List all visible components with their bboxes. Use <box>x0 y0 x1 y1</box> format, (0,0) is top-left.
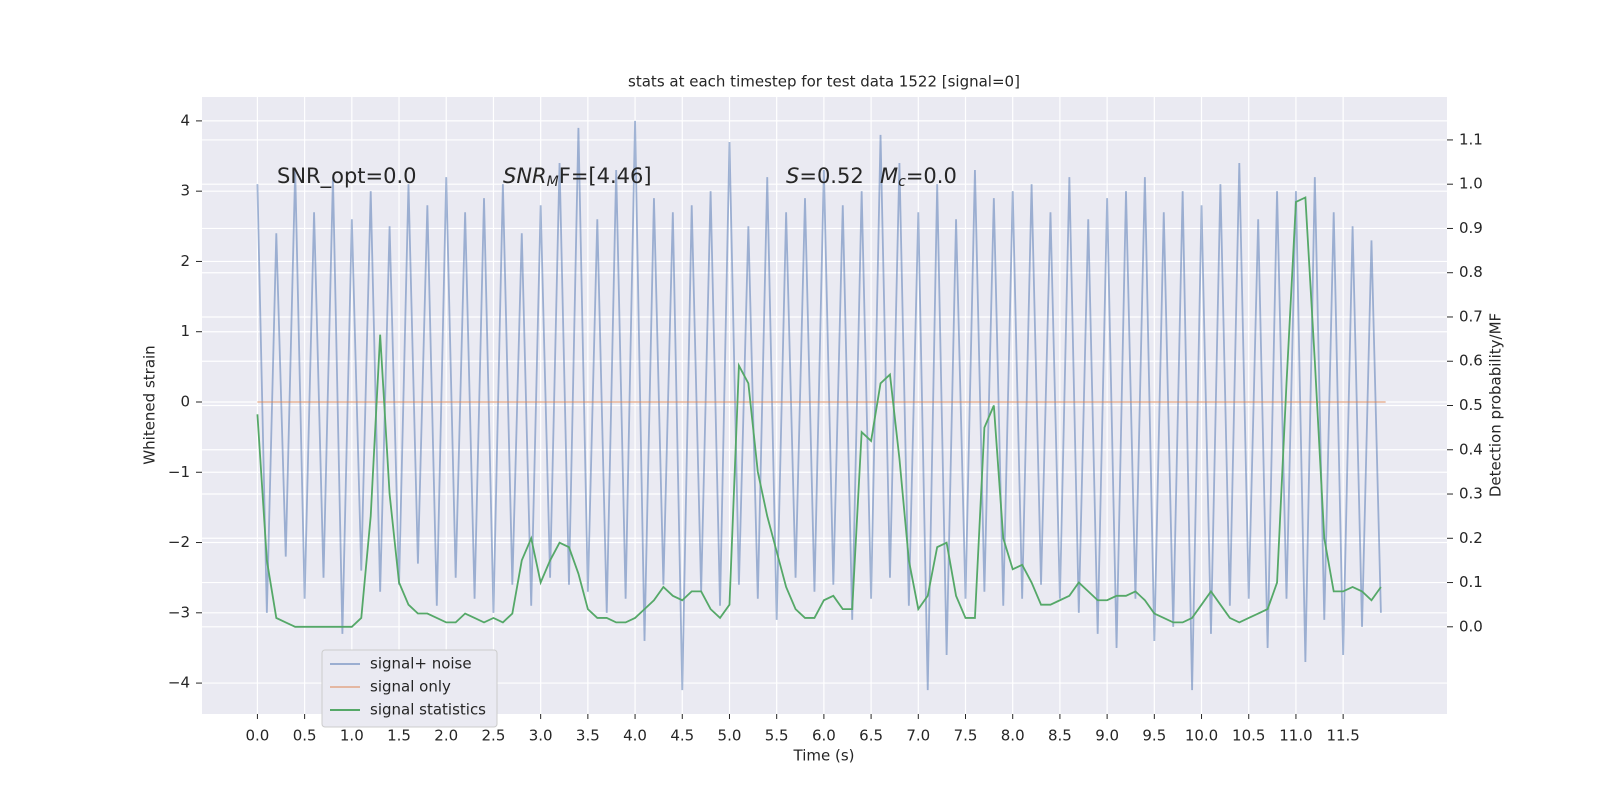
annotation-part: S <box>786 164 799 188</box>
x-tick-label: 6.0 <box>812 727 836 745</box>
x-tick-label: 8.0 <box>1001 727 1025 745</box>
x-tick-label: 3.0 <box>529 727 553 745</box>
x-tick-label: 11.0 <box>1279 727 1312 745</box>
y2-tick-label: 1.1 <box>1459 130 1483 148</box>
x-tick-label: 6.5 <box>859 727 883 745</box>
x-axis-label: Time (s) <box>793 747 855 765</box>
annotation-part: SNR <box>503 164 547 188</box>
annotation-part: F=[4.46] <box>559 164 652 188</box>
x-tick-label: 9.0 <box>1095 727 1119 745</box>
chart-title: stats at each timestep for test data 152… <box>628 73 1020 91</box>
x-tick-label: 0.0 <box>245 727 269 745</box>
y2-tick-label: 0.5 <box>1459 396 1483 414</box>
legend-label: signal statistics <box>370 701 486 719</box>
x-tick-label: 2.0 <box>434 727 458 745</box>
x-tick-label: 9.5 <box>1142 727 1166 745</box>
y-tick-label: 1 <box>180 322 190 340</box>
annotation: Mc=0.0 <box>880 164 957 190</box>
annotation-part: =0.52 <box>799 164 863 188</box>
x-tick-label: 10.5 <box>1232 727 1265 745</box>
series-line <box>256 196 1382 628</box>
y2-axis-label: Detection probability/MF <box>1487 313 1505 497</box>
y-tick-label: 2 <box>180 252 190 270</box>
x-tick-label: 10.0 <box>1185 727 1218 745</box>
x-tick-label: 8.5 <box>1048 727 1072 745</box>
annotation-part: M <box>547 174 559 190</box>
annotation: S=0.52 <box>786 164 864 188</box>
y2-tick-label: 0.6 <box>1459 352 1483 370</box>
y2-tick-label: 0.2 <box>1459 529 1483 547</box>
annotation-part: SNR_opt=0.0 <box>277 164 417 189</box>
y2-tick-label: 0.0 <box>1459 617 1483 635</box>
x-tick-label: 5.5 <box>765 727 789 745</box>
annotation-part: M <box>880 164 898 188</box>
y-tick-label: 3 <box>180 182 190 200</box>
y-tick-label: 4 <box>180 111 190 129</box>
legend-label: signal only <box>370 678 451 696</box>
x-tick-label: 0.5 <box>293 727 317 745</box>
x-tick-label: 7.5 <box>954 727 978 745</box>
y-axis-label: Whitened strain <box>141 345 159 464</box>
y-tick-label: −4 <box>168 674 190 692</box>
y2-tick-label: 0.1 <box>1459 573 1483 591</box>
y2-tick-label: 0.3 <box>1459 485 1483 503</box>
x-tick-label: 7.0 <box>906 727 930 745</box>
y-tick-label: −2 <box>168 533 190 551</box>
x-tick-label: 2.5 <box>482 727 506 745</box>
x-tick-label: 3.5 <box>576 727 600 745</box>
y-tick-label: 0 <box>180 392 190 410</box>
x-tick-label: 11.5 <box>1326 727 1359 745</box>
y-tick-label: −1 <box>168 463 190 481</box>
x-tick-label: 5.0 <box>718 727 742 745</box>
annotation-part: =0.0 <box>906 164 957 188</box>
y2-tick-label: 1.0 <box>1459 175 1483 193</box>
annotation: SNR_opt=0.0 <box>277 164 417 189</box>
y2-tick-label: 0.9 <box>1459 219 1483 237</box>
x-tick-label: 1.0 <box>340 727 364 745</box>
legend-label: signal+ noise <box>370 655 472 673</box>
y2-tick-label: 0.7 <box>1459 307 1483 325</box>
y2-tick-label: 0.8 <box>1459 263 1483 281</box>
x-tick-label: 4.0 <box>623 727 647 745</box>
y-tick-label: −3 <box>168 603 190 621</box>
series-line <box>256 120 1382 691</box>
annotation: SNRMF=[4.46] <box>503 164 652 190</box>
annotation-part: c <box>898 174 906 190</box>
legend-box <box>321 649 498 728</box>
x-tick-label: 4.5 <box>670 727 694 745</box>
y2-tick-label: 0.4 <box>1459 440 1483 458</box>
x-tick-label: 1.5 <box>387 727 411 745</box>
